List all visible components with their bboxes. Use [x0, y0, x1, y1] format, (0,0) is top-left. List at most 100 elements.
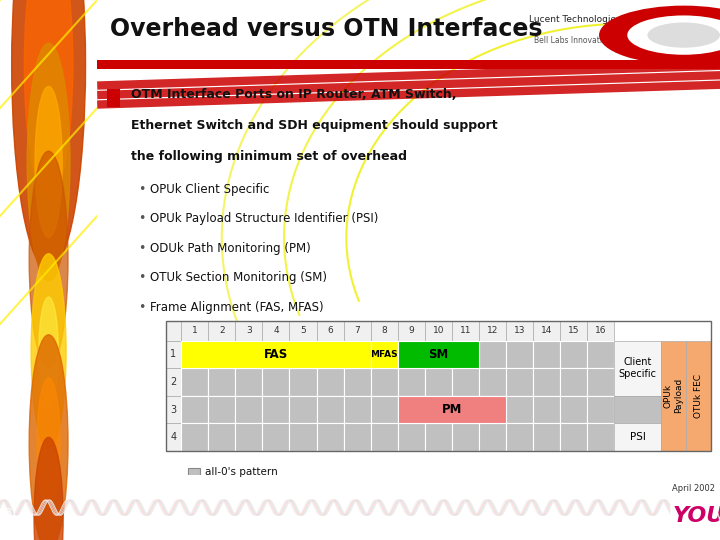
Bar	[587, 368, 614, 396]
Text: OPUk Payload Structure Identifier (PSI): OPUk Payload Structure Identifier (PSI)	[150, 212, 379, 225]
Bar	[506, 321, 533, 341]
Circle shape	[29, 151, 68, 367]
Text: 16: 16	[595, 326, 606, 335]
Text: OPUk Client Specific: OPUk Client Specific	[150, 183, 269, 196]
Bar	[289, 321, 317, 341]
Bar	[343, 341, 371, 368]
Bar	[452, 423, 479, 451]
Text: OTM Interface Ports on IP Router, ATM Switch,: OTM Interface Ports on IP Router, ATM Sw…	[132, 88, 457, 101]
Bar	[187, 468, 200, 477]
Bar	[317, 321, 343, 341]
Text: on: on	[680, 492, 692, 502]
Bar	[479, 423, 506, 451]
Bar	[166, 321, 181, 341]
Bar	[479, 341, 506, 368]
Text: the following minimum set of overhead: the following minimum set of overhead	[132, 150, 408, 163]
Text: 9: 9	[408, 326, 414, 335]
Text: all-0's pattern: all-0's pattern	[205, 467, 278, 477]
Bar	[587, 341, 614, 368]
Text: wave: wave	[717, 511, 720, 521]
Bar	[262, 341, 289, 368]
Bar	[452, 341, 479, 368]
Bar	[262, 368, 289, 396]
Bar	[343, 396, 371, 423]
Text: 31: 31	[5, 508, 17, 518]
Text: OTUk FEC: OTUk FEC	[693, 374, 703, 418]
Bar	[506, 396, 533, 423]
Bar	[479, 396, 506, 423]
Circle shape	[35, 86, 62, 238]
Bar	[452, 368, 479, 396]
Bar	[97, 60, 720, 69]
Bar	[533, 368, 560, 396]
Bar	[397, 321, 425, 341]
Bar	[506, 368, 533, 396]
Bar	[235, 321, 262, 341]
Bar	[685, 341, 711, 451]
Bar	[181, 341, 371, 368]
Bar	[425, 321, 452, 341]
Text: April 2002: April 2002	[672, 484, 715, 493]
Text: MFAS: MFAS	[370, 350, 398, 359]
Bar	[397, 396, 425, 423]
Bar	[587, 321, 614, 341]
Bar	[479, 368, 506, 396]
Bar	[425, 341, 452, 368]
Bar	[235, 423, 262, 451]
Bar	[452, 396, 479, 423]
Circle shape	[29, 335, 68, 540]
Bar	[587, 423, 614, 451]
Bar	[235, 341, 262, 368]
Text: 15: 15	[568, 326, 580, 335]
Bar	[343, 423, 371, 451]
Bar	[533, 423, 560, 451]
Bar	[235, 396, 262, 423]
Text: 11: 11	[459, 326, 471, 335]
Bar	[371, 396, 397, 423]
Bar	[506, 341, 533, 368]
Bar	[560, 396, 587, 423]
Text: 13: 13	[513, 326, 525, 335]
Bar	[262, 423, 289, 451]
Bar	[371, 341, 397, 368]
Bar	[397, 341, 479, 368]
Bar	[397, 341, 425, 368]
Bar	[317, 368, 343, 396]
Bar	[317, 341, 343, 368]
Text: YOUR: YOUR	[673, 506, 720, 526]
Bar	[560, 341, 587, 368]
Bar	[181, 423, 208, 451]
Bar	[397, 368, 425, 396]
Bar	[262, 321, 289, 341]
Bar	[208, 341, 235, 368]
Circle shape	[647, 23, 720, 48]
Bar	[181, 321, 208, 341]
Text: 4: 4	[273, 326, 279, 335]
Text: FAS: FAS	[264, 348, 288, 361]
Bar	[208, 423, 235, 451]
Text: 6: 6	[327, 326, 333, 335]
Bar	[661, 341, 685, 451]
Bar	[479, 321, 506, 341]
Text: PM: PM	[441, 403, 462, 416]
Bar	[614, 341, 661, 396]
Bar	[181, 396, 208, 423]
Bar	[397, 396, 506, 423]
Bar	[371, 321, 397, 341]
Bar	[560, 368, 587, 396]
Bar	[166, 423, 181, 451]
Text: 14: 14	[541, 326, 552, 335]
Text: •: •	[138, 242, 145, 255]
Bar	[425, 396, 452, 423]
Bar	[371, 341, 397, 368]
Text: 3: 3	[171, 404, 176, 415]
Circle shape	[627, 16, 720, 55]
Bar	[181, 368, 208, 396]
Bar	[317, 396, 343, 423]
Text: Frame Alignment (FAS, MFAS): Frame Alignment (FAS, MFAS)	[150, 301, 324, 314]
Bar	[533, 341, 560, 368]
Bar	[371, 423, 397, 451]
Bar	[289, 368, 317, 396]
Bar	[166, 341, 181, 368]
Text: 12: 12	[487, 326, 498, 335]
